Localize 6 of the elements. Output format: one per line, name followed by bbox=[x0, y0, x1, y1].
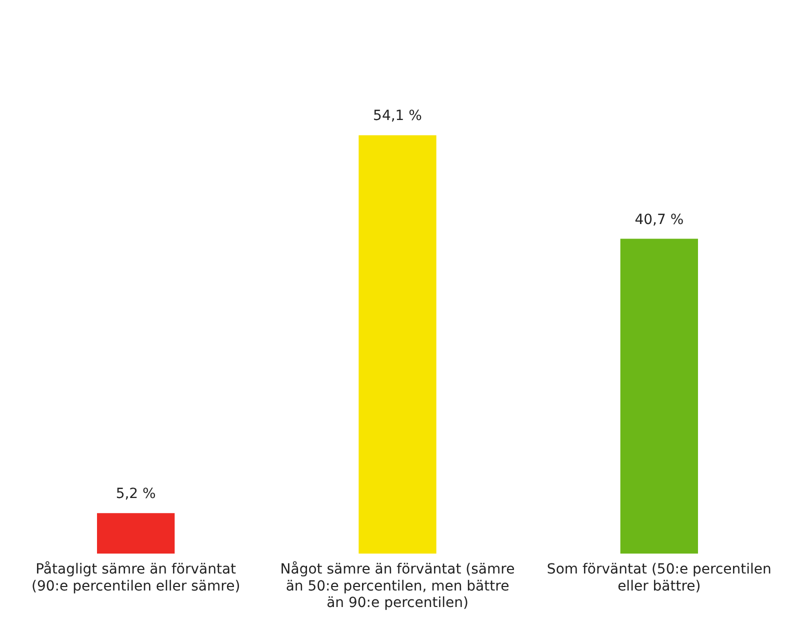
x-tick-label: Påtagligt sämre än förväntat (90:e percentilen eller sämre) bbox=[32, 560, 240, 594]
data-label: 40,7 % bbox=[634, 212, 684, 228]
data-label: 54,1 % bbox=[373, 108, 422, 124]
data-label: 5,2 % bbox=[116, 486, 156, 502]
x-tick-label: Som förväntat (50:e percentilen eller bättre) bbox=[546, 562, 772, 594]
x-tick-label: Något sämre än förväntat (sämre än 50:e percentilen, men bättre än 90:e percentilen) bbox=[280, 560, 515, 612]
